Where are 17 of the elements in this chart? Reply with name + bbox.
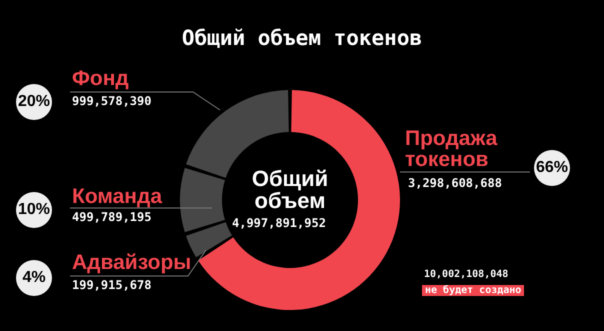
data-label: 3,298,608,688 (408, 176, 502, 190)
data-label: 499,789,195 (72, 210, 152, 224)
text: 10% (16, 192, 52, 228)
chart-title: Общий объем токенов (180, 26, 424, 50)
data-label: 999,578,390 (72, 94, 152, 108)
text: 10,002,108,048 (424, 269, 508, 280)
text: 4% (16, 260, 52, 296)
text: Общий объем (250, 166, 330, 213)
slice-label: Продажа токенов (405, 127, 498, 171)
slice-label: Команда (72, 185, 162, 208)
data-label: 199,915,678 (72, 278, 152, 292)
text: не будет создано (422, 285, 524, 296)
text: 20% (16, 84, 52, 120)
text: 4,997,891,952 (232, 216, 326, 230)
slice-label: Адвайзоры (72, 251, 192, 274)
text: 66% (534, 150, 570, 186)
slice-label: Фонд (72, 67, 129, 90)
